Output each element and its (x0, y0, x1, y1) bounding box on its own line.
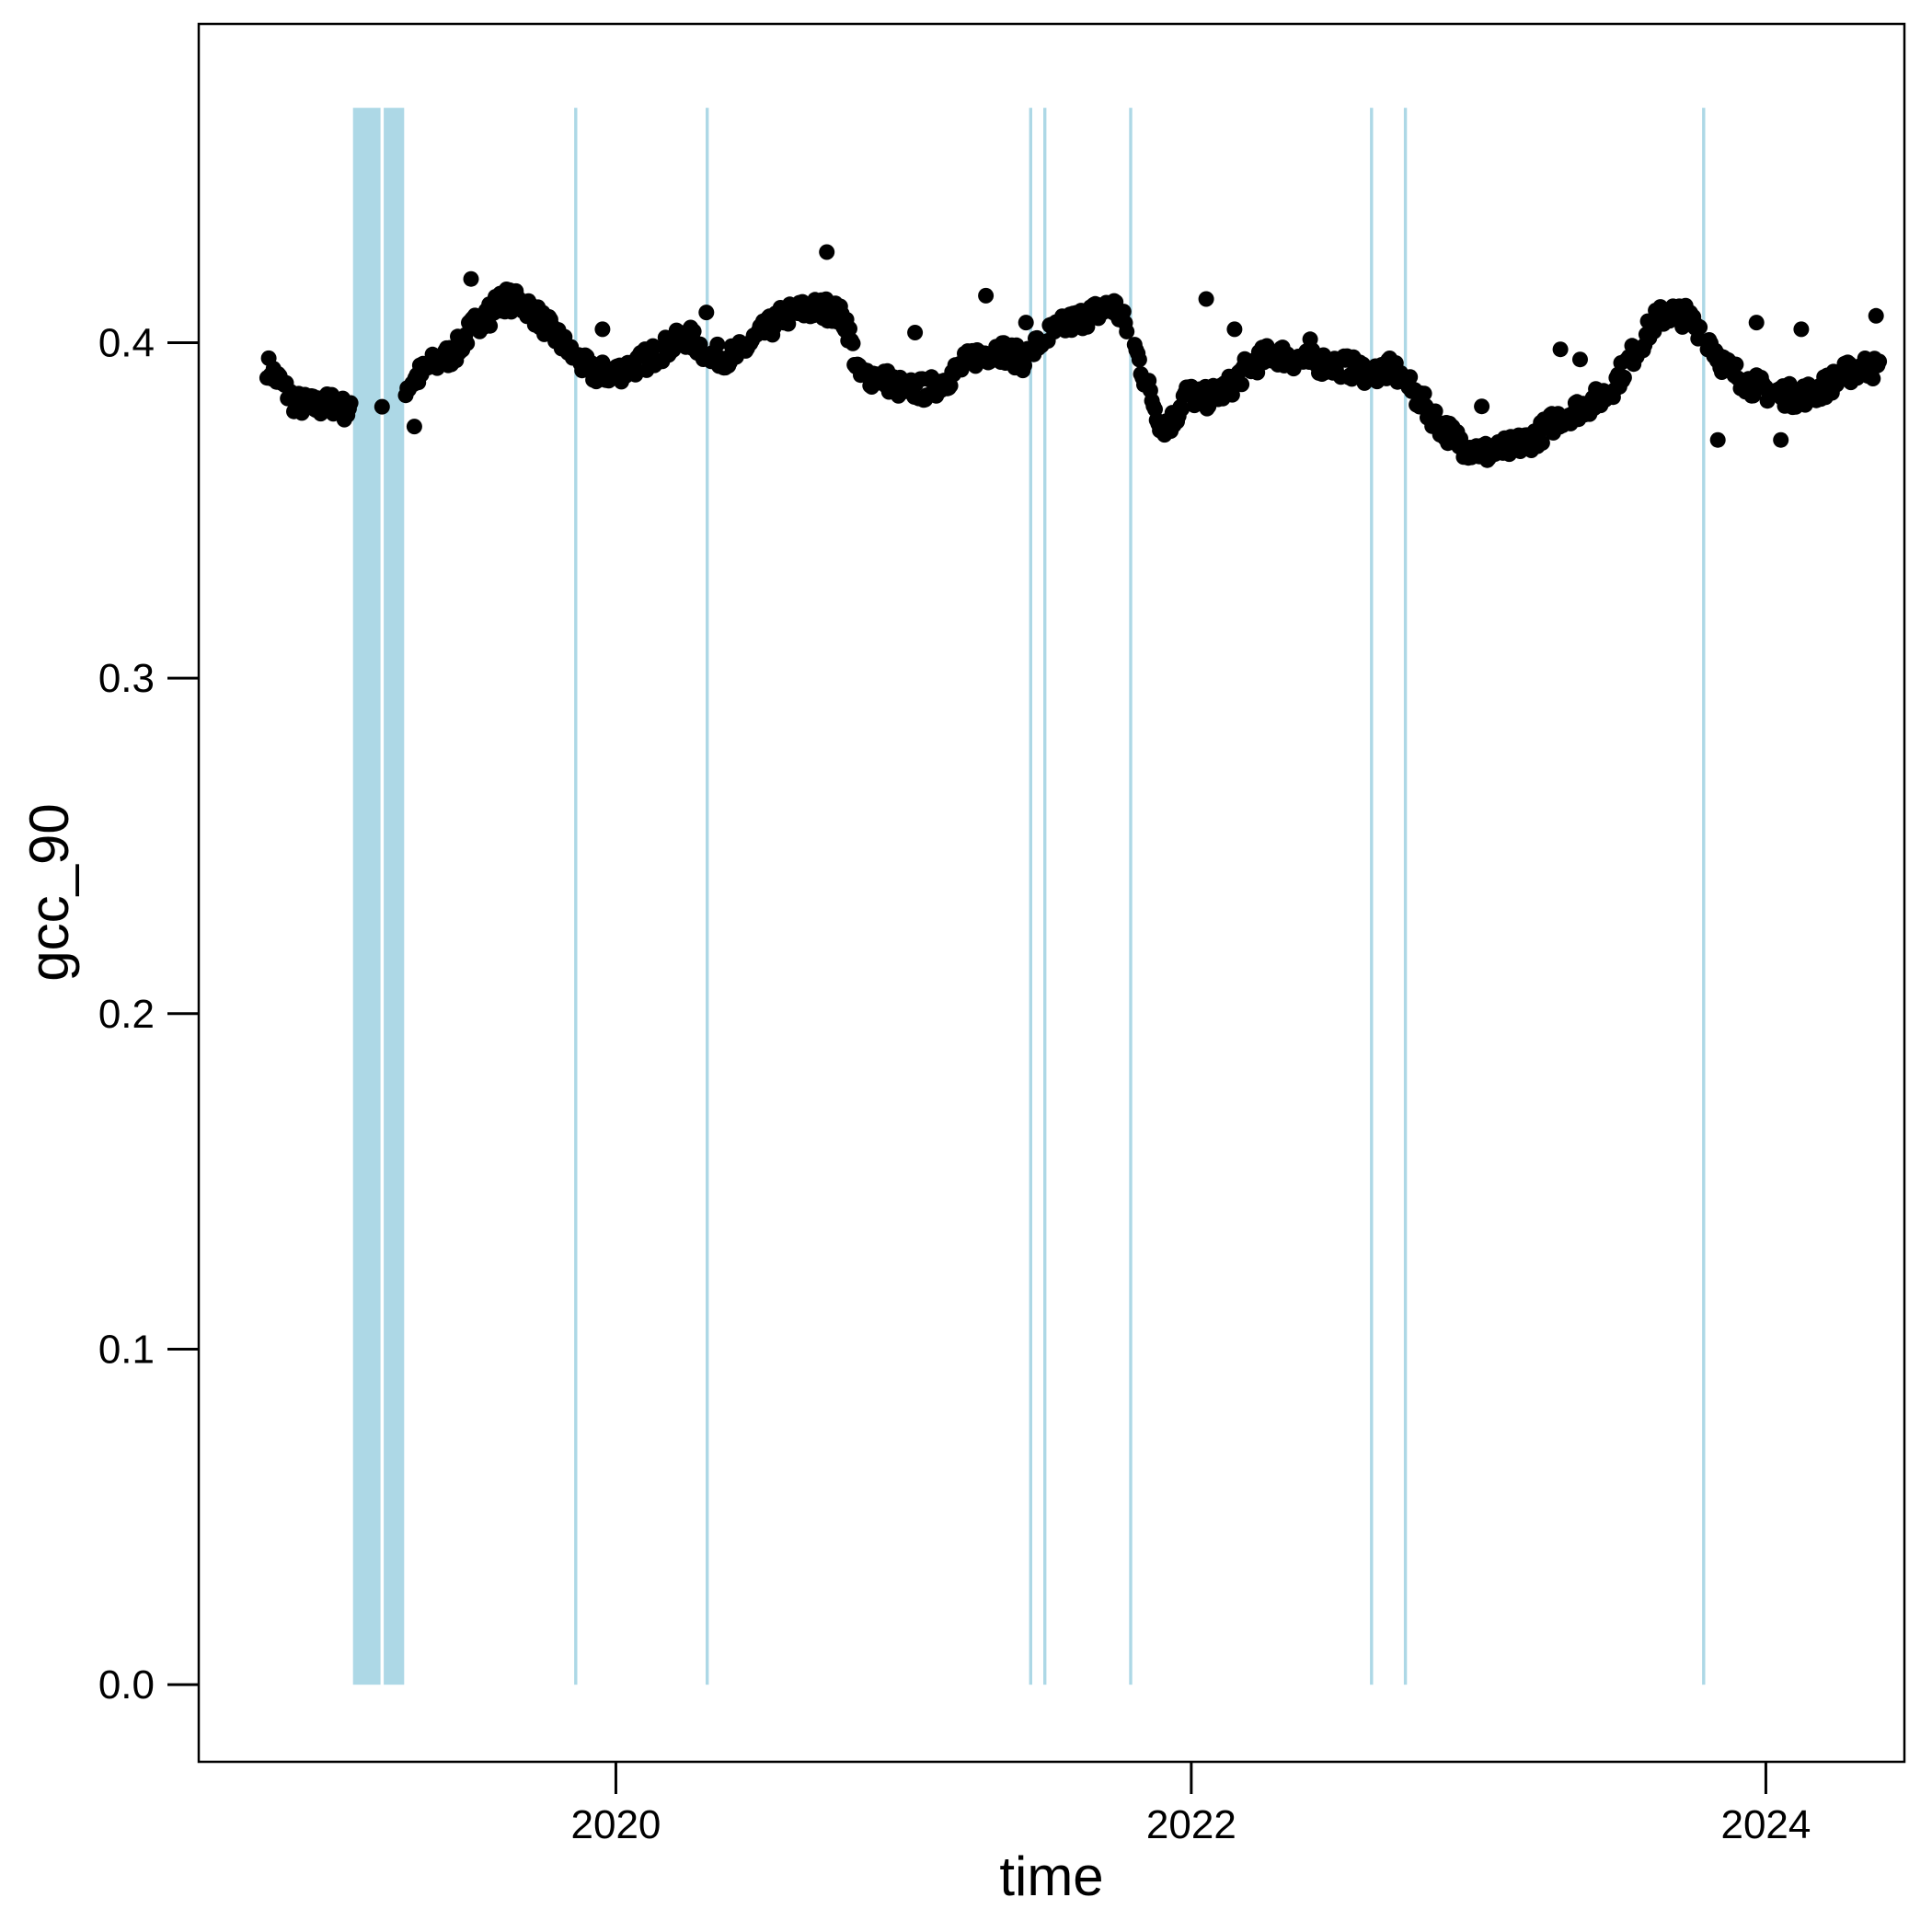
gap-band (1129, 108, 1133, 1685)
data-point (1131, 351, 1147, 368)
data-point (1115, 304, 1132, 320)
data-point-outlier (1302, 331, 1318, 348)
data-point-outlier (406, 419, 422, 435)
gap-band (1043, 108, 1047, 1685)
gap-bands (352, 108, 1706, 1685)
data-point (845, 335, 861, 351)
y-tick-label: 0.0 (98, 1662, 155, 1708)
data-point-outlier (1552, 341, 1569, 358)
x-axis: 2020 2022 2024 (571, 1762, 1811, 1847)
data-point (1234, 376, 1250, 393)
gap-band (352, 108, 381, 1685)
y-tick-label: 0.1 (98, 1327, 155, 1372)
data-point (1358, 373, 1374, 389)
data-point (374, 398, 390, 415)
data-points (259, 244, 1888, 468)
data-point (1728, 356, 1744, 373)
data-point-outlier (819, 244, 835, 260)
data-point-outlier (907, 325, 924, 340)
data-point-outlier (698, 305, 715, 321)
data-point (1174, 401, 1190, 417)
data-point (1534, 434, 1550, 451)
data-point (709, 336, 726, 352)
data-point (1224, 386, 1240, 403)
x-tick-label: 2022 (1146, 1802, 1236, 1847)
data-point (692, 336, 708, 352)
data-point (1745, 387, 1762, 404)
data-point (645, 338, 661, 354)
data-point-outlier (1709, 431, 1726, 448)
data-point (1402, 369, 1419, 385)
data-point (1416, 385, 1432, 402)
data-point (1871, 353, 1888, 370)
gap-band (574, 108, 578, 1685)
data-point-outlier (1572, 351, 1588, 368)
data-point-outlier (1198, 291, 1214, 307)
y-tick-label: 0.3 (98, 656, 155, 701)
data-point (342, 395, 359, 411)
x-tick-label: 2020 (571, 1802, 661, 1847)
data-point-outlier (594, 321, 611, 338)
gap-band (1403, 108, 1408, 1685)
data-point (1119, 323, 1135, 339)
data-point (459, 335, 476, 351)
data-point-outlier (978, 287, 995, 304)
data-point (842, 320, 857, 337)
data-point-outlier (463, 270, 479, 287)
data-point (1017, 357, 1032, 374)
x-axis-title: time (999, 1846, 1103, 1907)
data-point (780, 316, 797, 332)
data-point (1616, 369, 1632, 385)
data-point-outlier (1474, 398, 1490, 415)
data-point-outlier (1748, 315, 1765, 331)
gap-band (1029, 108, 1032, 1685)
data-point-outlier (1773, 431, 1789, 448)
data-point (1865, 371, 1881, 386)
y-axis: 0.0 0.1 0.2 0.3 0.4 (98, 320, 199, 1708)
data-point (1079, 318, 1096, 335)
y-tick-label: 0.2 (98, 992, 155, 1037)
gap-band (384, 108, 405, 1685)
gap-band (1702, 108, 1706, 1685)
data-point-outlier (1018, 315, 1034, 331)
data-point-outlier (1868, 307, 1884, 324)
y-tick-label: 0.4 (98, 320, 155, 365)
plot-frame (197, 22, 1906, 1764)
data-point-outlier (1793, 321, 1810, 338)
gap-band (1370, 108, 1374, 1685)
x-tick-label: 2024 (1720, 1802, 1811, 1847)
data-point-outlier (482, 317, 499, 334)
data-point (1692, 319, 1708, 336)
y-axis-title: gcc_90 (18, 803, 80, 981)
data-point-outlier (1226, 321, 1243, 338)
gap-band (706, 108, 709, 1685)
